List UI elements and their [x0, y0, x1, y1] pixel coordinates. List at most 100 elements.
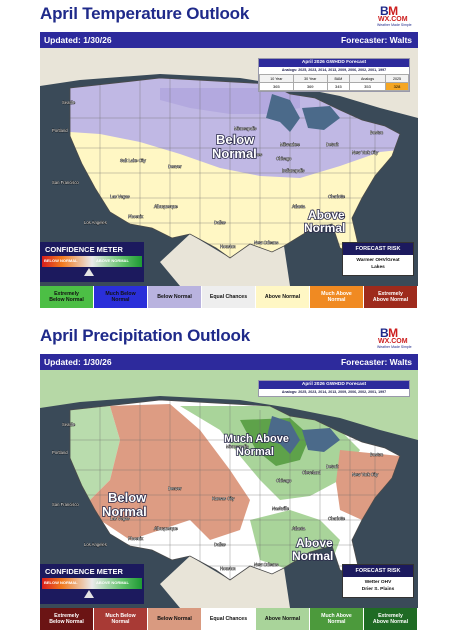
confidence-meter-title: CONFIDENCE METER [45, 245, 123, 254]
city-charlotte: Charlotte [328, 194, 346, 199]
temp-forecast-risk: FORECAST RISK Warmer OHV/Great Lakes [342, 242, 414, 276]
city-cleveland: Cleveland [302, 470, 321, 475]
legend-swatch: Extremely Below Normal [40, 286, 94, 308]
temp-confidence-meter: CONFIDENCE METER BELOW NORMAL ABOVE NORM… [40, 242, 144, 282]
meter-above-label: ABOVE NORMAL [96, 258, 129, 263]
city-indianapolis: Indianapolis [282, 168, 304, 173]
city-boston: Boston [370, 452, 384, 457]
city-minneapolis: Minneapolis [234, 126, 256, 131]
forecast-risk-line: Lakes [371, 264, 385, 270]
city-los-angeles: Los Angeles [84, 542, 107, 547]
updated-date: Updated: 1/30/26 [44, 35, 112, 45]
logo-sub: WX.COM [378, 338, 408, 345]
temp-below-label-1: Below [216, 132, 255, 147]
precipitation-panel: April Precipitation Outlook BM WX.COM We… [40, 326, 418, 630]
great-lakes [266, 94, 340, 132]
forecast-risk-title: FORECAST RISK [343, 565, 413, 577]
temp-gwhdd-box: April 2026 GWHDD Forecast Analogs: 2025,… [258, 58, 410, 92]
temp-below-label-2: Normal [212, 146, 257, 161]
legend-label: Below Normal [49, 619, 84, 625]
forecaster-name: Forecaster: Walts [340, 35, 412, 45]
legend-label: Much Above [321, 612, 352, 619]
gwhdd-value: 369 [292, 82, 328, 91]
city-las-vegas: Las Vegas [110, 194, 130, 199]
legend-swatch: Below Normal [148, 608, 202, 630]
legend-swatch: Much Below Normal [94, 286, 148, 308]
precipitation-title: April Precipitation Outlook [40, 326, 250, 345]
city-des-moines: Des Moines [240, 152, 262, 157]
legend-label: Normal [111, 297, 130, 303]
logo-sub: WX.COM [378, 16, 408, 23]
legend-swatch: Equal Chances [202, 286, 256, 308]
legend-label: Normal [327, 297, 346, 303]
forecast-risk-line: Wetter OHV [364, 580, 392, 585]
legend-label: Below Normal [157, 615, 192, 622]
city-albuquerque: Albuquerque [154, 204, 178, 209]
city-portland: Portland [52, 128, 68, 133]
legend-label: Extremely [378, 290, 403, 297]
city-phoenix: Phoenix [128, 536, 144, 541]
temperature-panel: April Temperature Outlook BM WX.COM Weat… [40, 4, 418, 308]
legend-label: Above Normal [264, 615, 301, 622]
precip-confidence-meter: CONFIDENCE METER BELOW NORMAL ABOVE NORM… [40, 564, 144, 604]
great-lakes [266, 416, 340, 454]
gwhdd-header: Analogs [349, 74, 386, 83]
city-new-york: New York City [352, 472, 379, 477]
city-chicago: Chicago [276, 478, 292, 483]
forecast-risk-line: Drier S. Plains [361, 586, 395, 592]
bam-logo: BM WX.COM Weather Made Simple [374, 326, 416, 350]
meter-above-label: ABOVE NORMAL [96, 580, 129, 585]
precip-much-above-label-1: Much Above [224, 433, 289, 445]
legend-label: Below Normal [157, 293, 192, 300]
legend-swatch: Much Above Normal [310, 286, 364, 308]
temperature-header-bar: Updated: 1/30/26 Forecaster: Walts [40, 32, 418, 48]
legend-label: Much Below [105, 612, 136, 619]
meter-pointer-icon [84, 590, 94, 598]
gwhdd-value: 365 [259, 82, 294, 91]
state-lines [70, 400, 400, 580]
city-atlanta: Atlanta [292, 204, 306, 209]
forecaster-name: Forecaster: Walts [340, 357, 412, 367]
city-detroit: Detroit [326, 142, 339, 147]
updated-date: Updated: 1/30/26 [44, 357, 112, 367]
city-new-york: New York City [352, 150, 379, 155]
gwhdd-value-highlight: 328 [384, 82, 410, 91]
precip-above-label-2: Normal [292, 549, 333, 563]
legend-label: Much Below [105, 290, 136, 297]
logo-m: M [388, 326, 398, 340]
precip-gwhdd-analogs: Analogs: 2025, 2023, 2014, 2013, 2009, 2… [281, 390, 387, 394]
city-nashville: Nashville [272, 506, 290, 511]
precip-city-labels: Seattle Portland San Francisco Los Angel… [52, 422, 384, 572]
city-houston: Houston [220, 244, 236, 249]
gwhdd-header: 30 Year [292, 74, 328, 83]
city-charlotte: Charlotte [328, 516, 346, 521]
bam-logo: BM WX.COM Weather Made Simple [374, 4, 416, 28]
legend-label: Extremely [54, 612, 79, 619]
legend-label: Above Normal [372, 297, 409, 303]
precip-much-above-label-2: Normal [236, 446, 274, 458]
meter-below-label: BELOW NORMAL [44, 580, 78, 585]
legend-label: Normal [327, 619, 346, 625]
legend-label: Equal Chances [209, 293, 248, 300]
city-kansas-city: Kansas City [212, 496, 235, 501]
legend-label: Normal [111, 619, 130, 625]
temp-above-label-2: Normal [304, 221, 345, 235]
legend-label: Below Normal [49, 297, 84, 303]
logo-m: M [388, 4, 398, 18]
logo-b: B [380, 4, 389, 18]
temperature-legend: Extremely Below Normal Much Below Normal Bel… [40, 286, 418, 308]
us-outline [69, 399, 401, 581]
city-minneapolis: Minneapolis [226, 444, 248, 449]
legend-swatch: Above Normal [256, 286, 310, 308]
city-denver: Denver [168, 164, 182, 169]
city-denver: Denver [168, 486, 182, 491]
temp-above-label-1: Above [308, 208, 345, 222]
legend-swatch: Above Normal [256, 608, 310, 630]
city-houston: Houston [220, 566, 236, 571]
legend-label: Above Normal [264, 293, 301, 300]
meter-below-label: BELOW NORMAL [44, 258, 78, 263]
precip-above-label-1: Above [296, 536, 333, 550]
logo-tagline: Weather Made Simple [377, 23, 412, 27]
temp-gwhdd-title: April 2026 GWHDD Forecast [259, 59, 409, 67]
city-dallas: Dallas [214, 220, 226, 225]
